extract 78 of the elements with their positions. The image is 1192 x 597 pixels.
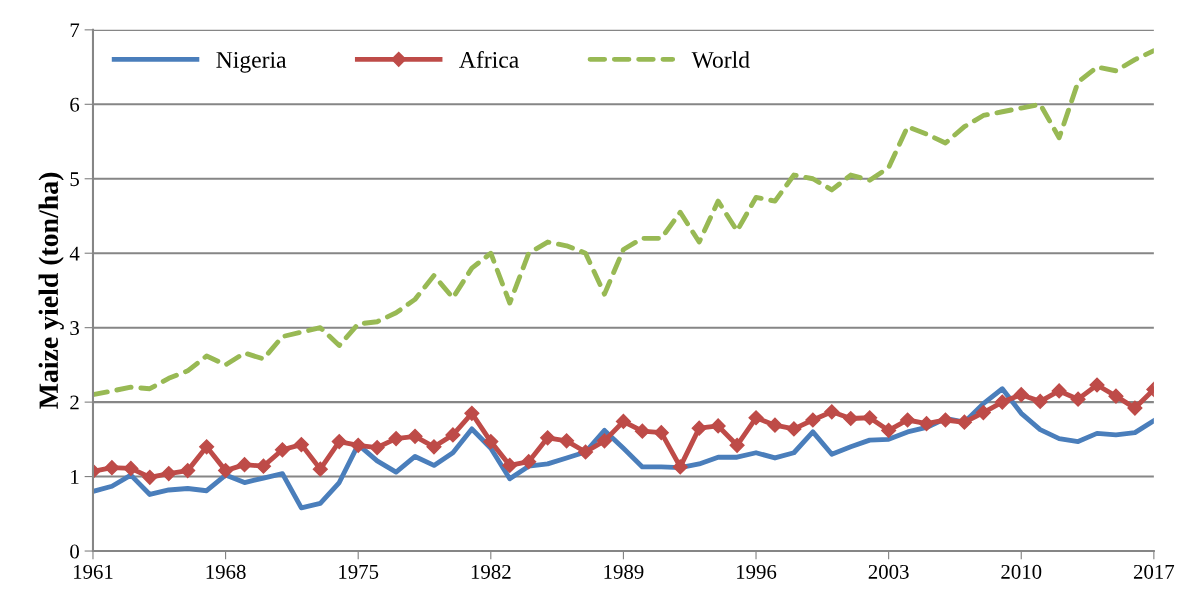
point [881, 422, 897, 438]
y-tick-label: 5 [70, 172, 79, 187]
x-tick-label: 2003 [868, 564, 909, 579]
x-tick-label: 1996 [737, 564, 777, 579]
point [767, 417, 783, 433]
line-series [92, 386, 1154, 511]
point [161, 466, 177, 482]
point [293, 436, 309, 453]
x-tick-label: 1961 [73, 564, 113, 579]
point [236, 457, 253, 473]
point [521, 454, 537, 470]
point [843, 410, 859, 427]
point [369, 439, 385, 456]
point [786, 421, 802, 437]
point [596, 433, 613, 449]
y-tick-label: 7 [70, 23, 80, 38]
point [824, 404, 840, 420]
point [464, 405, 480, 421]
point [502, 457, 518, 473]
legend-label: Africa [459, 51, 519, 68]
x-tick-label: 2010 [1001, 564, 1042, 579]
point [1013, 387, 1029, 403]
point [1089, 377, 1105, 393]
point [388, 431, 404, 447]
point [634, 423, 650, 439]
point [918, 416, 935, 432]
y-tick-label: 1 [71, 470, 79, 484]
point [255, 458, 272, 474]
x-tick-label: 2017 [1133, 564, 1175, 579]
point [559, 433, 575, 449]
point [937, 412, 954, 428]
y-tick-label: 2 [70, 395, 79, 410]
x-tick-label: 1982 [471, 564, 511, 579]
point [577, 444, 594, 460]
x-tick-label: 1968 [206, 564, 246, 579]
line-series [92, 48, 1154, 398]
point [407, 428, 423, 444]
point [975, 404, 991, 421]
point [805, 412, 821, 428]
point [274, 442, 290, 458]
x-tick-label: 1989 [604, 564, 644, 579]
point [748, 410, 764, 426]
point [426, 439, 442, 455]
point [104, 460, 120, 476]
point [350, 437, 366, 453]
point [1127, 400, 1143, 416]
legend-label: Nigeria [216, 51, 287, 73]
point [540, 430, 556, 446]
point [218, 463, 234, 479]
point [994, 394, 1010, 410]
x-tick-label: 1975 [339, 564, 379, 579]
point [180, 463, 196, 479]
point [483, 434, 499, 450]
y-tick-label: 4 [69, 246, 80, 261]
point [729, 437, 745, 453]
y-tick-label: 0 [70, 544, 79, 559]
point [956, 414, 972, 430]
point [312, 461, 328, 477]
point [710, 418, 726, 434]
y-tick-label: 3 [70, 321, 79, 336]
legend-label: World [691, 51, 750, 68]
point [142, 469, 158, 485]
point [199, 439, 215, 455]
point [672, 459, 688, 475]
point [615, 413, 631, 430]
y-tick-label: 6 [70, 97, 80, 112]
point [1108, 388, 1124, 404]
point [862, 410, 878, 426]
point [900, 412, 916, 428]
point [445, 427, 461, 443]
point [331, 434, 347, 450]
point [123, 460, 139, 476]
point [653, 425, 669, 441]
point [1051, 383, 1067, 399]
point [1032, 393, 1048, 409]
y-axis-title: Maize yield (ton/ha) [38, 172, 64, 409]
point [1070, 391, 1086, 407]
point [691, 420, 707, 436]
